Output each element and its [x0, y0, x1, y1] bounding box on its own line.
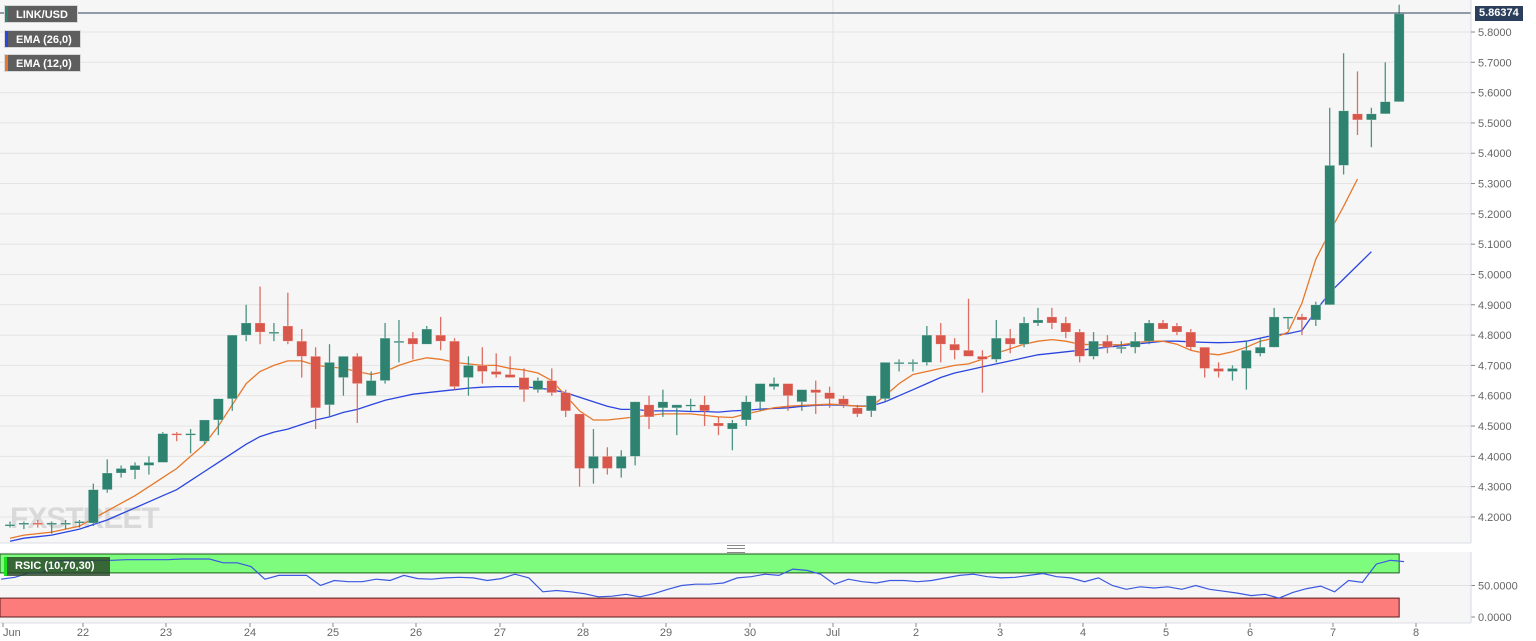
current-price-tag: 5.86374 — [1475, 6, 1523, 21]
main-plot-area[interactable] — [0, 0, 1471, 543]
legend-swatch — [4, 557, 7, 576]
legend-link-usd[interactable]: LINK/USD — [4, 5, 78, 23]
legend-label: EMA (26,0) — [16, 34, 72, 46]
pane-resize-handle[interactable] — [727, 545, 745, 553]
svg-text:4.6000: 4.6000 — [1478, 391, 1512, 403]
svg-text:4.5000: 4.5000 — [1478, 421, 1512, 433]
svg-text:5.7000: 5.7000 — [1478, 57, 1512, 69]
svg-text:7: 7 — [1330, 627, 1336, 639]
svg-text:4: 4 — [1080, 627, 1086, 639]
svg-text:5.6000: 5.6000 — [1478, 88, 1512, 100]
grid-lines — [0, 31, 1471, 518]
time-axis[interactable]: Jun 22 23 24 25 26 27 28 29 30 Jul 2 3 4 5 6 7 8 — [2, 623, 1419, 639]
svg-text:Jul: Jul — [826, 627, 840, 639]
svg-text:27: 27 — [494, 627, 506, 639]
legend-label: EMA (12,0) — [16, 58, 72, 70]
svg-text:6: 6 — [1247, 627, 1253, 639]
svg-text:5.1000: 5.1000 — [1478, 239, 1512, 251]
candlesticks — [4, 4, 1405, 534]
legend-ema26[interactable]: EMA (26,0) — [4, 30, 81, 48]
svg-text:30: 30 — [744, 627, 756, 639]
svg-text:24: 24 — [244, 627, 256, 639]
svg-text:23: 23 — [160, 627, 172, 639]
rsi-indicator: 50.0000 0.0000 — [0, 553, 1518, 624]
svg-text:5: 5 — [1163, 627, 1169, 639]
svg-text:26: 26 — [410, 627, 422, 639]
svg-text:4.8000: 4.8000 — [1478, 330, 1512, 342]
svg-text:5.2000: 5.2000 — [1478, 209, 1512, 221]
svg-text:22: 22 — [77, 627, 89, 639]
svg-text:5.8000: 5.8000 — [1478, 27, 1512, 39]
svg-text:4.4000: 4.4000 — [1478, 451, 1512, 463]
svg-text:5.4000: 5.4000 — [1478, 148, 1512, 160]
svg-text:3: 3 — [997, 627, 1003, 639]
svg-text:2: 2 — [913, 627, 919, 639]
legend-swatch — [5, 6, 8, 22]
svg-text:28: 28 — [577, 627, 589, 639]
legend-label: RSIC (10,70,30) — [15, 560, 95, 572]
svg-text:5.0000: 5.0000 — [1478, 269, 1512, 281]
svg-text:8: 8 — [1413, 627, 1419, 639]
svg-text:4.9000: 4.9000 — [1478, 300, 1512, 312]
legend-label: LINK/USD — [16, 9, 68, 21]
svg-text:25: 25 — [327, 627, 339, 639]
svg-text:5.5000: 5.5000 — [1478, 118, 1512, 130]
legend-swatch — [5, 55, 8, 71]
svg-text:5.3000: 5.3000 — [1478, 179, 1512, 191]
ema26-line — [9, 251, 1372, 542]
svg-text:4.2000: 4.2000 — [1478, 512, 1512, 524]
svg-text:4.7000: 4.7000 — [1478, 360, 1512, 372]
svg-text:4.3000: 4.3000 — [1478, 482, 1512, 494]
svg-text:0.0000: 0.0000 — [1478, 612, 1512, 624]
svg-text:29: 29 — [660, 627, 672, 639]
legend-swatch — [5, 31, 8, 47]
legend-ema12[interactable]: EMA (12,0) — [4, 54, 81, 72]
legend-rsi[interactable]: RSIC (10,70,30) — [4, 557, 111, 576]
price-axis[interactable]: 5.8000 5.7000 5.6000 5.5000 5.4000 5.3000 5.20… — [1471, 27, 1512, 524]
svg-text:Jun: Jun — [3, 627, 21, 639]
svg-text:50.0000: 50.0000 — [1478, 581, 1518, 593]
